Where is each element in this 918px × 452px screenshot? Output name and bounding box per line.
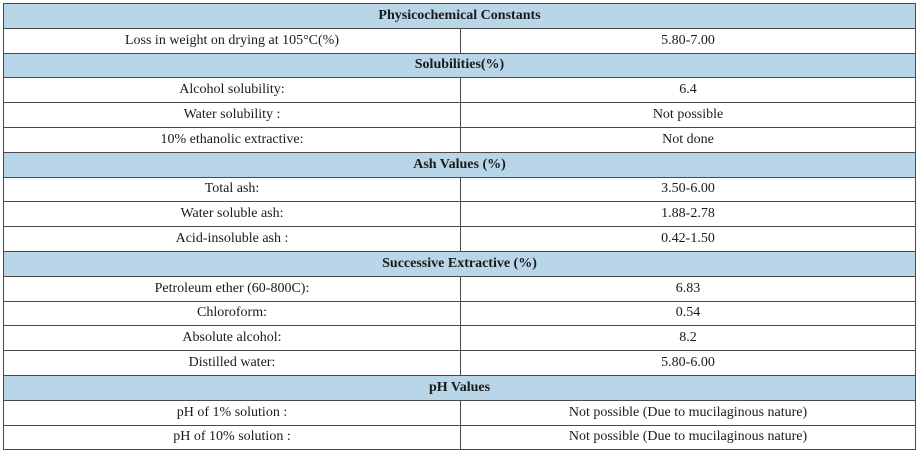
table-row: Petroleum ether (60-800C): 6.83 <box>3 275 917 302</box>
row-label: Alcohol solubility: <box>3 77 461 104</box>
row-value: Not done <box>459 126 917 153</box>
row-label: Loss in weight on drying at 105°C(%) <box>3 27 461 54</box>
section-title: Physicochemical Constants <box>2 3 917 29</box>
row-value: 6.83 <box>459 275 917 302</box>
row-value: Not possible (Due to mucilaginous nature… <box>459 399 917 426</box>
row-value: Not possible (Due to mucilaginous nature… <box>459 424 917 451</box>
section-header-physicochemical: Physicochemical Constants <box>2 3 917 29</box>
row-label: pH of 1% solution : <box>3 399 461 426</box>
row-label: Absolute alcohol: <box>3 325 461 352</box>
section-title: Solubilities(%) <box>2 52 917 79</box>
row-label: 10% ethanolic extractive: <box>3 126 461 153</box>
row-value: 6.4 <box>459 77 917 104</box>
table-row: Acid-insoluble ash : 0.42-1.50 <box>3 226 917 252</box>
table-row: pH of 10% solution : Not possible (Due t… <box>3 424 917 451</box>
section-title: Successive Extractive (%) <box>2 250 917 277</box>
section-header-solubilities: Solubilities(%) <box>2 52 917 79</box>
row-label: Total ash: <box>3 176 461 203</box>
table-row: Total ash: 3.50-6.00 <box>3 176 917 203</box>
row-value: 5.80-6.00 <box>459 350 917 376</box>
table-row: Chloroform: 0.54 <box>3 300 917 327</box>
row-label: Water soluble ash: <box>3 201 461 228</box>
table-row: Loss in weight on drying at 105°C(%) 5.8… <box>3 27 917 54</box>
table-row: pH of 1% solution : Not possible (Due to… <box>3 399 917 426</box>
row-label: Chloroform: <box>3 300 461 327</box>
row-label: Distilled water: <box>3 350 461 376</box>
row-label: Petroleum ether (60-800C): <box>3 275 461 302</box>
table-row: 10% ethanolic extractive: Not done <box>3 126 917 153</box>
table-row: Water solubility : Not possible <box>3 102 917 128</box>
row-value: 3.50-6.00 <box>459 176 917 203</box>
table-row: Absolute alcohol: 8.2 <box>3 325 917 352</box>
row-label: Water solubility : <box>3 102 461 128</box>
row-value: 0.54 <box>459 300 917 327</box>
table-row: Water soluble ash: 1.88-2.78 <box>3 201 917 228</box>
section-title: Ash Values (%) <box>2 151 917 178</box>
section-title: pH Values <box>2 374 917 401</box>
table-row: Distilled water: 5.80-6.00 <box>3 350 917 376</box>
table-row: Alcohol solubility: 6.4 <box>3 77 917 104</box>
row-value: 8.2 <box>459 325 917 352</box>
row-value: 0.42-1.50 <box>459 226 917 252</box>
row-value: 1.88-2.78 <box>459 201 917 228</box>
row-value: 5.80-7.00 <box>459 27 917 54</box>
row-value: Not possible <box>459 102 917 128</box>
physicochemical-table: Physicochemical Constants Loss in weight… <box>2 3 917 451</box>
row-label: Acid-insoluble ash : <box>3 226 461 252</box>
section-header-ph-values: pH Values <box>2 374 917 401</box>
section-header-successive-extractive: Successive Extractive (%) <box>2 250 917 277</box>
row-label: pH of 10% solution : <box>3 424 461 451</box>
section-header-ash-values: Ash Values (%) <box>2 151 917 178</box>
